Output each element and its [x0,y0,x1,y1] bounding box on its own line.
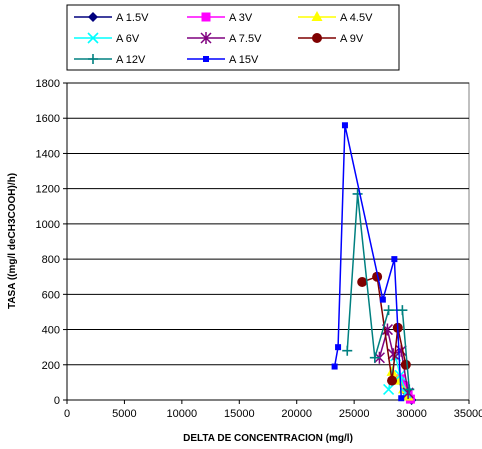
legend-label: A 4.5V [340,12,373,24]
data-point-a-12v [352,188,363,199]
y-tick-label: 1600 [36,113,60,125]
data-point-a-15v [331,363,338,370]
data-point-a-6v [383,383,395,395]
x-axis-label: DELTA DE CONCENTRACION (mg/l) [183,433,353,444]
legend: A 1.5V A 3V A 4.5V A 6V A 7.5V A 9V A 12V A 15V [66,4,400,71]
y-tick-label: 1200 [36,184,60,196]
gridlines [67,82,469,366]
y-tick-label: 0 [54,395,60,407]
series-line-a-15v [333,125,402,399]
y-tick-label: 800 [42,254,60,266]
data-point-a-15v [335,344,342,351]
legend-item-a-12v: A 12V [74,54,146,66]
data-point-a-15v [379,296,386,303]
legend-label: A 15V [229,54,259,66]
legend-item-a-15v: A 15V [187,54,259,66]
series-a-15v [331,122,405,402]
y-tick-label: 1000 [36,219,60,231]
x-tick-label: 30000 [396,408,427,420]
data-point-a-15v [391,256,398,263]
legend-swatch-marker [88,12,98,22]
legend-label: A 6V [116,33,140,45]
legend-item-a-3v: A 3V [187,12,253,24]
series-line-a-12v [346,193,411,390]
legend-item-a-6v: A 6V [74,32,140,45]
x-tick-label: 10000 [167,408,198,420]
legend-item-a-4-5v: A 4.5V [298,11,373,24]
legend-label: A 9V [340,33,364,45]
y-tick-label: 1400 [36,148,60,160]
series-line-a-6v [387,355,407,394]
x-tick-label: 20000 [281,408,312,420]
y-axis-label: TASA ((mg/l deCH3COOH)/h) [7,173,18,309]
data-point-a-9v [400,359,411,370]
x-tick-label: 25000 [339,408,370,420]
x-tick-label: 15000 [224,408,255,420]
y-tick-label: 600 [42,289,60,301]
data-point-a-12v [369,352,380,363]
x-tick-label: 5000 [112,408,136,420]
x-tick-label: 0 [64,408,70,420]
data-point-a-9v [357,277,368,288]
legend-swatch-marker [200,32,212,44]
legend-swatch-marker [88,54,98,64]
legend-swatch-marker [87,32,99,44]
data-point-a-12v [342,345,353,356]
y-tick-label: 1800 [36,78,60,90]
data-point-a-15v [398,395,405,402]
series-layer [331,122,417,405]
data-point-a-15v [341,122,348,129]
data-point-a-12v [397,305,408,316]
legend-swatch-marker [203,56,209,62]
y-tick-label: 200 [42,360,60,372]
series-a-12v [342,188,415,395]
legend-swatch-marker [311,11,323,21]
data-point-a-12v [404,384,415,395]
legend-label: A 1.5V [116,12,149,24]
legend-label: A 12V [116,54,146,66]
x-axis: 0 5000 10000 15000 20000 25000 30000 35000 [64,399,482,420]
plot-area: 0 5000 10000 15000 20000 25000 30000 35000 0 200… [36,78,482,420]
legend-item-a-1-5v: A 1.5V [74,12,149,24]
plot-frame [66,82,470,401]
data-point-a-12v [383,305,394,316]
legend-label: A 3V [229,12,253,24]
data-point-a-7-5v [387,348,399,361]
x-tick-label: 35000 [454,408,482,420]
y-axis: 0 200 400 600 800 1000 1200 1400 1600 1800 [36,78,68,407]
legend-item-a-7-5v: A 7.5V [187,32,262,45]
data-point-a-9v [387,375,398,386]
legend-swatch-marker [201,12,211,22]
legend-box [66,4,400,71]
legend-item-a-9v: A 9V [298,33,364,45]
y-tick-label: 400 [42,325,60,337]
legend-label: A 7.5V [229,33,262,45]
legend-swatch-marker [312,33,322,43]
